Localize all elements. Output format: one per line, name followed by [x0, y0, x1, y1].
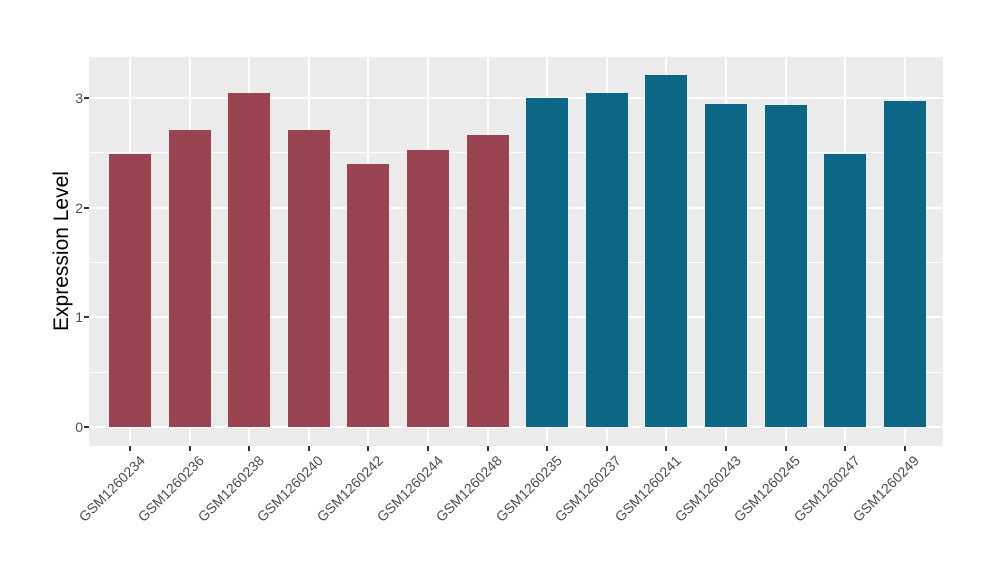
bar-GSM1260242: [347, 163, 390, 428]
bar-GSM1260236: [168, 129, 211, 428]
y-tick-label-0: 0: [75, 419, 83, 436]
bar-GSM1260241: [645, 74, 688, 428]
bar-GSM1260237: [585, 93, 628, 428]
x-tick-mark-GSM1260249: [903, 446, 906, 451]
x-tick-mark-GSM1260234: [129, 446, 131, 451]
y-tick-label-1: 1: [75, 309, 83, 326]
x-tick-mark-GSM1260244: [427, 446, 429, 451]
x-tick-mark-GSM1260236: [188, 446, 191, 451]
y-tick-mark-1: [84, 316, 89, 319]
gridline-major-y-0: [89, 426, 943, 429]
x-tick-mark-GSM1260235: [546, 446, 549, 451]
bar-GSM1260238: [228, 93, 271, 428]
y-tick-mark-2: [84, 206, 89, 209]
x-tick-mark-GSM1260247: [844, 446, 847, 451]
gridline-major-y-2: [89, 206, 943, 209]
plot-panel: [89, 57, 943, 446]
x-tick-mark-GSM1260241: [665, 446, 668, 451]
bar-GSM1260235: [526, 97, 569, 428]
bar-GSM1260245: [764, 105, 807, 428]
x-tick-mark-GSM1260243: [725, 446, 727, 451]
gridline-minor-y-0.5: [89, 371, 943, 373]
gridline-minor-y-1.5: [89, 261, 943, 263]
x-tick-mark-GSM1260242: [367, 446, 370, 451]
gridline-minor-y-2.5: [89, 152, 943, 154]
bar-GSM1260243: [705, 104, 747, 428]
bar-GSM1260249: [883, 100, 926, 428]
y-tick-mark-0: [84, 426, 89, 429]
x-tick-mark-GSM1260245: [784, 446, 787, 451]
y-axis-title: Expression Level: [50, 171, 73, 331]
x-tick-mark-GSM1260240: [307, 446, 310, 451]
gridline-major-y-3: [89, 96, 943, 99]
bar-GSM1260234: [109, 153, 151, 428]
bar-GSM1260244: [407, 150, 449, 428]
gridline-major-y-1: [89, 316, 943, 319]
bar-GSM1260248: [466, 135, 509, 428]
bar-GSM1260240: [287, 129, 330, 428]
y-tick-mark-3: [84, 96, 89, 99]
x-tick-mark-GSM1260237: [605, 446, 608, 451]
x-tick-mark-GSM1260238: [248, 446, 251, 451]
y-tick-label-3: 3: [75, 89, 83, 106]
bar-GSM1260247: [824, 153, 867, 428]
y-tick-label-2: 2: [75, 199, 83, 216]
x-tick-mark-GSM1260248: [486, 446, 489, 451]
